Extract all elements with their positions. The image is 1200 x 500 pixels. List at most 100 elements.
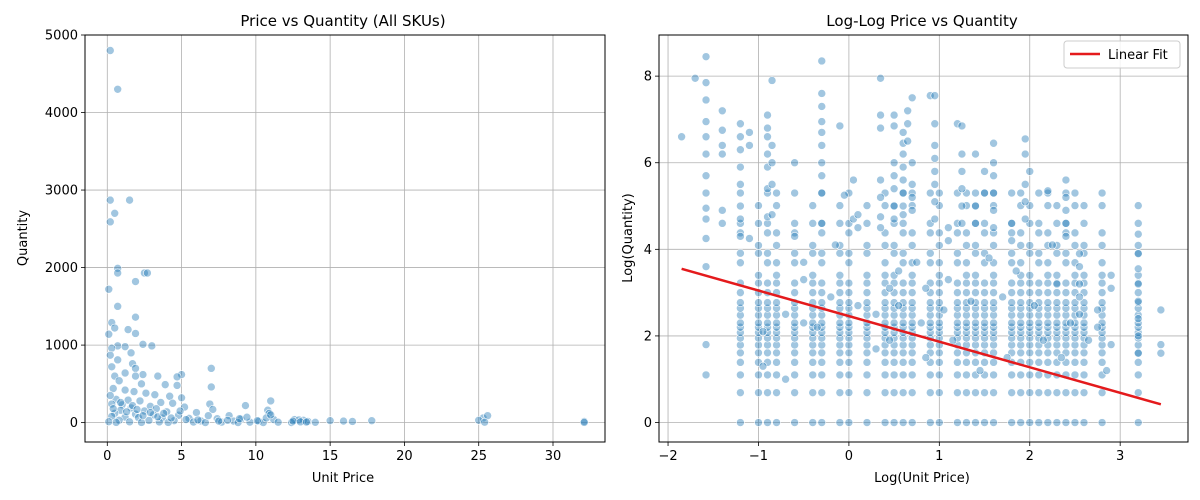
right-scatter-point <box>876 223 885 232</box>
right-scatter-point <box>971 241 980 250</box>
right-scatter-point <box>817 219 827 228</box>
right-scatter-point <box>1043 358 1053 367</box>
right-scatter-point <box>980 188 989 198</box>
left-scatter-point <box>105 217 115 227</box>
left-scatter-point <box>132 405 142 414</box>
legend-label-linear-fit: Linear Fit <box>1108 48 1168 63</box>
right-scatter-point <box>1052 328 1062 337</box>
right-scatter-point <box>1052 219 1062 228</box>
right-scatter-point <box>912 258 922 267</box>
right-scatter-point <box>1048 240 1057 250</box>
right-scatter-point <box>754 418 763 427</box>
right-scatter-point <box>844 278 854 288</box>
right-scatter-point <box>907 310 917 320</box>
right-scatter-point <box>736 219 745 228</box>
right-scatter-point <box>701 149 711 159</box>
right-scatter-point <box>790 348 799 358</box>
left-scatter-point <box>116 398 125 407</box>
right-scatter-point <box>1043 186 1053 196</box>
right-scatter-point <box>1061 310 1071 320</box>
right-scatter-point <box>1052 418 1062 427</box>
right-scatter-point <box>962 318 971 328</box>
right-scatter-point <box>790 310 799 320</box>
right-scatter-point <box>817 117 827 126</box>
right-scatter-point <box>817 348 827 358</box>
right-scatter-point <box>876 193 885 202</box>
right-scatter-point <box>907 358 917 367</box>
right-scatter-point <box>1043 241 1053 250</box>
left-scatter-point <box>113 268 122 278</box>
right-scatter-point <box>763 348 772 358</box>
right-scatter-point <box>1061 418 1071 427</box>
right-scatter-point <box>1133 388 1143 397</box>
right-x-tick-label: 0 <box>845 449 853 464</box>
right-scatter-point <box>930 214 940 224</box>
right-scatter-point <box>1070 271 1080 280</box>
right-scatter-point <box>1070 340 1080 350</box>
right-scatter-point <box>962 288 971 297</box>
right-scatter-point <box>1043 188 1053 198</box>
right-scatter-point <box>817 298 827 307</box>
right-scatter-point <box>980 278 989 288</box>
right-scatter-point <box>898 175 908 185</box>
right-scatter-point <box>772 310 781 320</box>
right-scatter-point <box>808 348 818 358</box>
right-scatter-point <box>907 271 917 280</box>
right-scatter-point <box>957 167 967 176</box>
right-scatter-point <box>1097 258 1107 268</box>
right-scatter-point <box>971 358 980 367</box>
right-scatter-point <box>1016 278 1026 288</box>
right-scatter-point <box>1070 228 1080 238</box>
left-x-tick-label: 5 <box>177 449 185 464</box>
right-scatter-point <box>962 188 971 198</box>
right-scatter-point <box>953 310 962 320</box>
right-scatter-point <box>925 388 935 397</box>
right-scatter-point <box>898 219 908 228</box>
right-scatter-point <box>835 248 845 258</box>
left-scatter-point <box>146 408 155 417</box>
left-scatter-point <box>273 417 283 427</box>
right-scatter-point <box>1052 288 1062 297</box>
right-x-tick-label: 3 <box>1116 449 1124 464</box>
right-scatter-point <box>817 288 827 297</box>
right-scatter-point <box>1016 318 1026 328</box>
right-scatter-point <box>844 340 854 350</box>
right-scatter-point <box>989 258 998 268</box>
right-scatter-point <box>1079 298 1089 307</box>
right-scatter-point <box>903 136 912 146</box>
right-scatter-point <box>953 388 962 397</box>
right-scatter-point <box>953 370 962 380</box>
right-scatter-point <box>763 219 772 228</box>
right-scatter-point <box>916 318 926 328</box>
right-scatter-point <box>808 201 818 210</box>
right-scatter-point <box>1084 335 1093 345</box>
left-scatter-point <box>138 340 148 349</box>
right-scatter-point <box>962 310 971 320</box>
right-scatter-point <box>930 91 940 100</box>
right-scatter-point <box>745 128 754 137</box>
right-scatter-point <box>980 318 989 328</box>
right-scatter-point <box>1034 388 1044 397</box>
right-scatter-point <box>754 201 763 210</box>
right-scatter-point <box>1097 298 1107 307</box>
left-scatter-point <box>253 416 262 425</box>
right-scatter-point <box>1043 288 1053 297</box>
right-scatter-point <box>971 201 980 211</box>
right-scatter-point <box>772 418 781 427</box>
left-ticks: 0 5 10 15 20 25 30 0 1000 2000 3000 4000 5000 <box>45 29 561 465</box>
left-scatter-point <box>105 350 115 360</box>
right-scatter-point <box>1075 292 1084 302</box>
right-scatter-point <box>799 275 808 284</box>
left-scatter-point <box>288 416 298 426</box>
right-scatter-point <box>763 258 772 268</box>
right-scatter-point <box>1133 418 1143 427</box>
right-scatter-point <box>862 278 872 288</box>
right-scatter-point <box>763 298 772 307</box>
right-scatter-point <box>898 358 908 367</box>
right-scatter-point <box>980 322 989 332</box>
linear-fit-line <box>681 267 1162 406</box>
right-scatter-point <box>1034 288 1044 297</box>
right-scatter-point <box>1061 219 1071 228</box>
left-scatter-point <box>110 323 120 333</box>
right-scatter-point <box>953 288 962 297</box>
